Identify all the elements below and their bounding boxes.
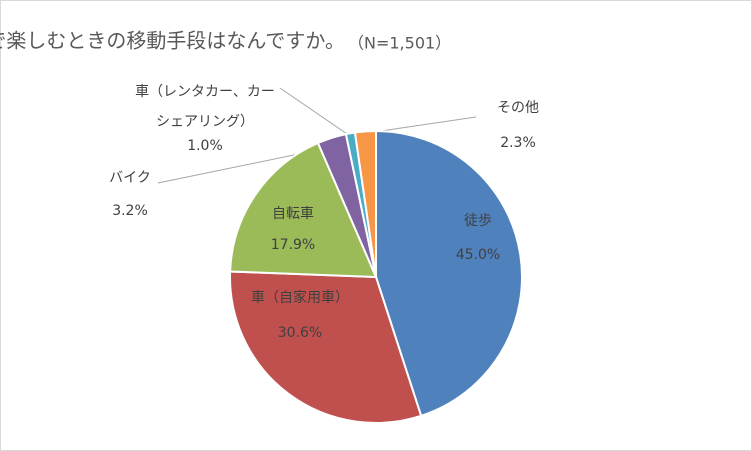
- chart-subtitle: （N=1,501）: [348, 34, 451, 53]
- leader-line: [279, 87, 351, 137]
- value-label: 2.3%: [500, 135, 536, 151]
- pie-slice: [375, 129, 523, 418]
- value-label: 3.2%: [112, 203, 148, 219]
- category-label: その他: [497, 100, 539, 116]
- value-label: 1.0%: [187, 138, 223, 154]
- pie-slice: [229, 141, 378, 279]
- chart-title: 屋外で楽しむときの移動手段はなんですか。: [0, 29, 345, 53]
- value-label: 45.0%: [456, 247, 500, 263]
- pie-slice: [229, 270, 423, 424]
- leader-line: [157, 149, 319, 184]
- value-label: 17.9%: [271, 237, 315, 253]
- category-label: 車（レンタカー、カーシェアリング）: [135, 84, 275, 130]
- category-label: 自転車: [272, 205, 314, 222]
- category-label: 徒歩: [464, 213, 492, 229]
- pie-slice: [353, 129, 377, 278]
- category-label: バイク: [109, 170, 151, 186]
- category-label: 車（自家用車）: [251, 289, 349, 306]
- value-label: 30.6%: [278, 325, 322, 341]
